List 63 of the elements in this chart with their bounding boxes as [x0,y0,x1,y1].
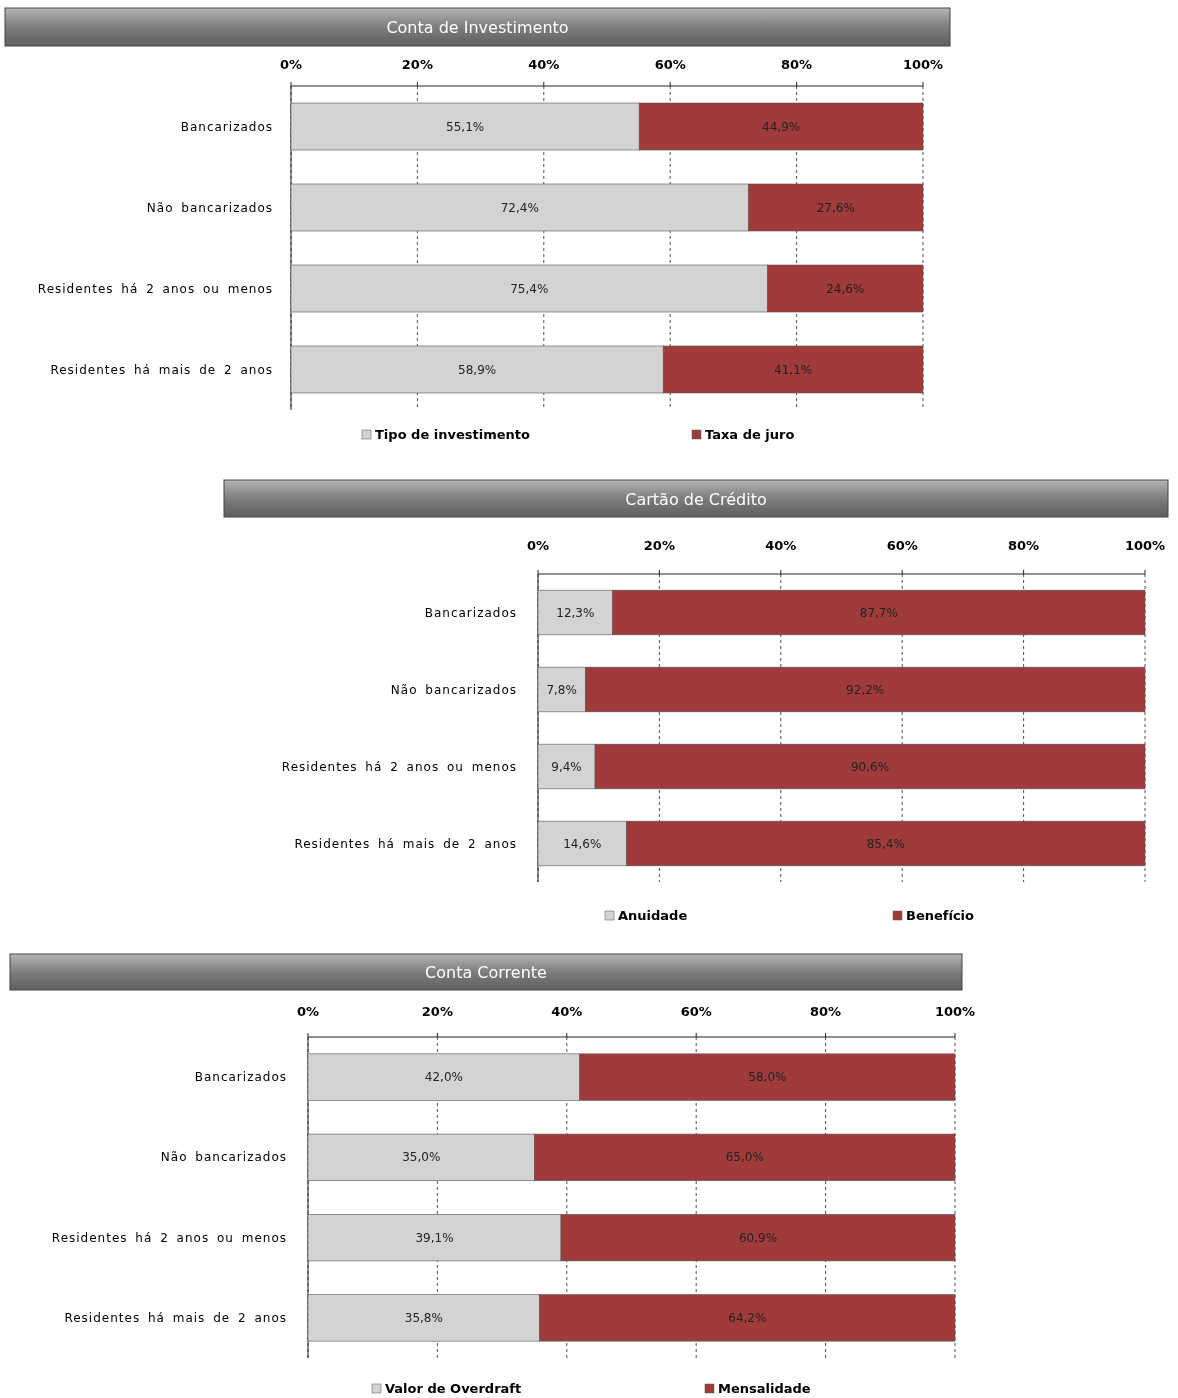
data-label: 44,9% [762,119,801,134]
x-tick-label: 60% [654,57,686,72]
x-tick-label: 80% [810,1004,842,1019]
data-label: 90,6% [850,759,890,774]
y-tick-label: Residentes há mais de 2 anos [294,836,517,851]
data-label: 64,2% [728,1310,767,1325]
y-tick-label: Não bancarizados [160,1150,287,1165]
legend-label: Benefício [906,908,975,923]
data-label: 12,3% [556,605,595,620]
x-tick-label: 100% [934,1004,976,1019]
y-tick-label: Residentes há mais de 2 anos [50,362,273,377]
y-tick-label: Residentes há 2 anos ou menos [37,281,273,296]
data-label: 60,9% [738,1230,778,1245]
y-tick-label: Bancarizados [180,119,273,134]
x-tick-label: 100% [1124,538,1166,553]
legend-label: Mensalidade [718,1381,811,1396]
x-tick-label: 80% [1008,538,1040,553]
data-label: 9,4% [551,759,582,774]
x-tick-label: 100% [902,57,944,72]
x-tick-label: 40% [528,57,560,72]
legend-label: Taxa de juro [705,427,795,442]
y-tick-label: Residentes há 2 anos ou menos [281,759,517,774]
y-tick-label: Não bancarizados [390,682,517,697]
chart-title: Cartão de Crédito [625,489,767,509]
x-tick-label: 20% [401,57,433,72]
data-label: 87,7% [859,605,898,620]
chart-title: Conta Corrente [425,963,547,982]
data-label: 39,1% [415,1230,454,1245]
x-tick-label: 60% [680,1004,712,1019]
x-tick-label: 0% [296,1004,320,1019]
x-tick-label: 40% [765,538,797,553]
data-label: 27,6% [816,200,855,215]
x-tick-label: 0% [526,538,550,553]
legend-label: Valor de Overdraft [385,1381,522,1396]
data-label: 72,4% [500,200,539,215]
x-tick-label: 80% [781,57,813,72]
y-tick-label: Não bancarizados [146,200,273,215]
data-label: 35,0% [402,1150,441,1165]
chart-title: Conta de Investimento [386,18,569,37]
data-label: 85,4% [866,836,905,851]
x-tick-label: 40% [551,1004,583,1019]
data-label: 58,0% [748,1070,787,1085]
legend-label: Tipo de investimento [375,427,530,442]
legend-label: Anuidade [618,908,688,923]
y-tick-label: Residentes há mais de 2 anos [64,1310,287,1325]
x-tick-label: 20% [643,538,675,553]
data-label: 55,1% [446,119,485,134]
y-tick-label: Bancarizados [424,605,517,620]
data-label: 14,6% [563,836,602,851]
data-label: 58,9% [458,362,497,377]
y-tick-label: Residentes há 2 anos ou menos [51,1230,287,1245]
x-tick-label: 60% [886,538,918,553]
x-tick-label: 0% [279,57,303,72]
data-label: 42,0% [424,1070,463,1085]
data-label: 24,6% [826,281,865,296]
data-label: 92,2% [846,682,885,697]
y-tick-label: Bancarizados [194,1070,287,1085]
data-label: 65,0% [725,1150,764,1165]
data-label: 75,4% [510,281,549,296]
data-label: 41,1% [774,362,813,377]
data-label: 35,8% [404,1310,443,1325]
data-label: 7,8% [546,682,577,697]
x-tick-label: 20% [421,1004,453,1019]
